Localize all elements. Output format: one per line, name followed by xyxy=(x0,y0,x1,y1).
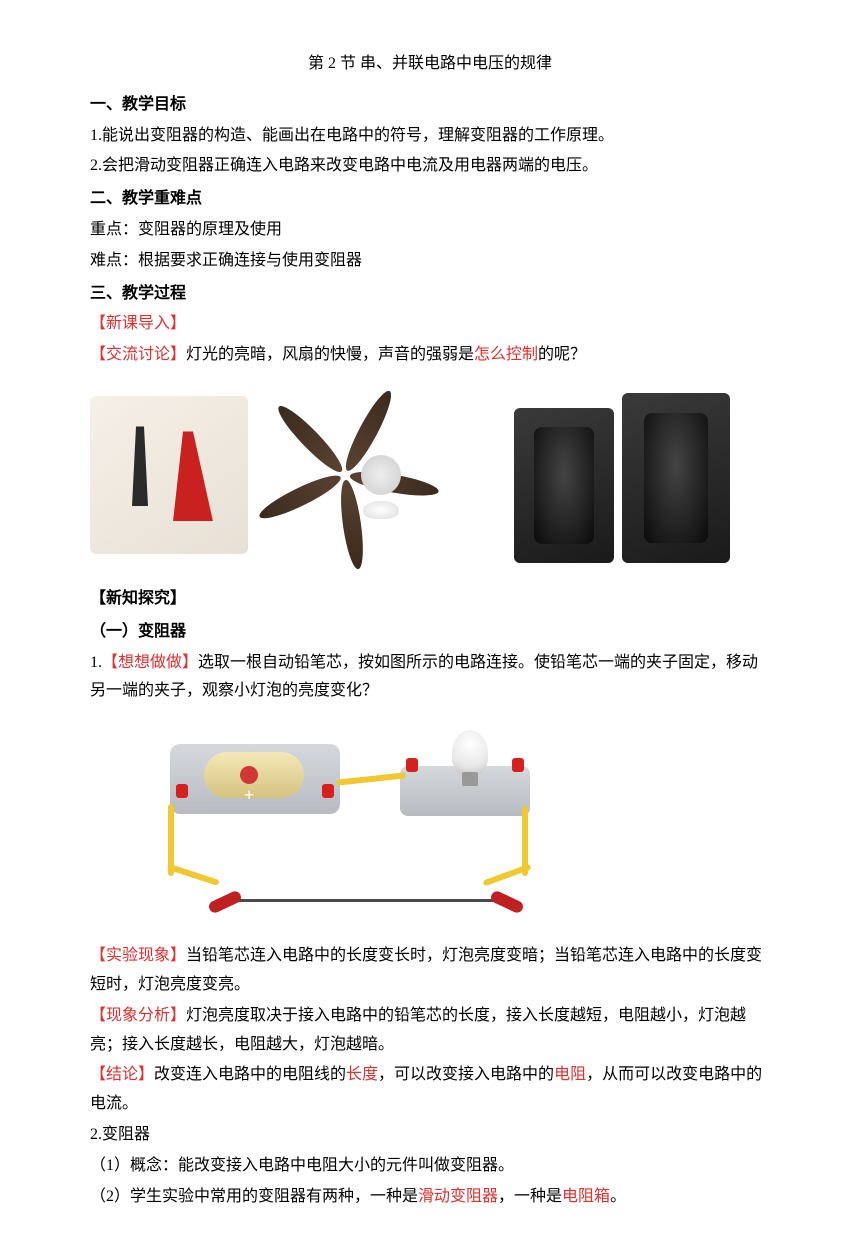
phenomenon-label: 【实验现象】 xyxy=(90,947,186,964)
lamp-image xyxy=(90,396,248,554)
analysis-label: 【现象分析】 xyxy=(90,1007,186,1024)
discuss-post: 的呢？ xyxy=(538,346,586,363)
key-point: 重点：变阻器的原理及使用 xyxy=(90,216,770,245)
objective-1: 1.能说出变阻器的构造、能画出在电路中的符号，理解变阻器的工作原理。 xyxy=(90,122,770,151)
rheostat-def: （1）概念：能改变接入电路中电阻大小的元件叫做变阻器。 xyxy=(90,1152,770,1181)
conclusion-red2: 电阻 xyxy=(554,1066,586,1083)
discuss-red: 怎么控制 xyxy=(474,346,538,363)
discuss-pre: 灯光的亮暗，风扇的快慢，声音的强弱是 xyxy=(186,346,474,363)
conclusion-mid: ，可以改变接入电路中的 xyxy=(378,1066,554,1083)
product-images-row xyxy=(90,388,770,563)
types-red1: 滑动变阻器 xyxy=(418,1188,498,1205)
speaker-image xyxy=(514,388,734,563)
think-label: 【想想做做】 xyxy=(102,654,198,671)
types-post: 。 xyxy=(610,1188,626,1205)
think-num: 1. xyxy=(90,654,102,671)
discuss-label: 【交流讨论】 xyxy=(90,346,186,363)
section3-heading: 三、教学过程 xyxy=(90,280,770,309)
fan-image xyxy=(276,395,486,555)
difficulty: 难点：根据要求正确连接与使用变阻器 xyxy=(90,247,770,276)
intro-label: 【新课导入】 xyxy=(90,315,186,332)
conclusion-label: 【结论】 xyxy=(90,1066,154,1083)
section2-heading: 二、教学重难点 xyxy=(90,185,770,214)
page-title: 第 2 节 串、并联电路中电压的规律 xyxy=(90,50,770,79)
phenomenon-text: 当铅笔芯连入电路中的长度变长时，灯泡亮度变暗；当铅笔芯连入电路中的长度变短时，灯… xyxy=(90,947,762,993)
rheostat-num: 2.变阻器 xyxy=(90,1121,770,1150)
types-red2: 电阻箱 xyxy=(562,1188,610,1205)
subsection-1: （一）变阻器 xyxy=(90,618,770,647)
conclusion-pre: 改变连入电路中的电阻线的 xyxy=(154,1066,346,1083)
analysis-text: 灯泡亮度取决于接入电路中的铅笔芯的长度，接入长度越短，电阻越小，灯泡越亮；接入长… xyxy=(90,1007,746,1053)
objective-2: 2.会把滑动变阻器正确连入电路来改变电路中电流及用电器两端的电压。 xyxy=(90,152,770,181)
conclusion-red1: 长度 xyxy=(346,1066,378,1083)
types-mid: ，一种是 xyxy=(498,1188,562,1205)
explore-label: 【新知探究】 xyxy=(90,585,770,614)
circuit-diagram: + xyxy=(150,724,590,924)
section1-heading: 一、教学目标 xyxy=(90,91,770,120)
types-pre: （2）学生实验中常用的变阻器有两种，一种是 xyxy=(90,1188,418,1205)
